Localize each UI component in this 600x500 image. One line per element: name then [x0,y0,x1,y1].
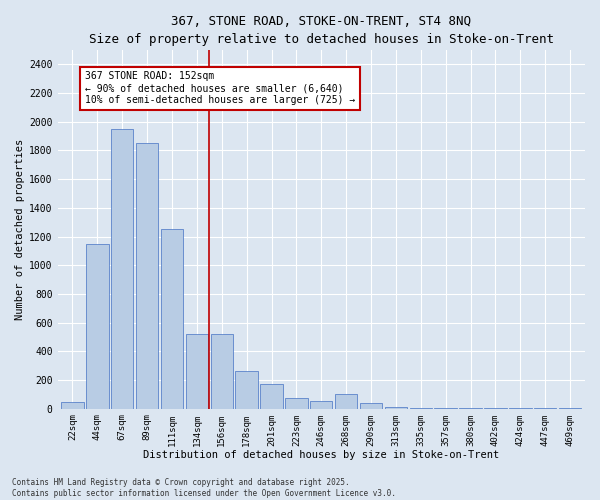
Bar [235,372,258,408]
Bar [161,230,183,408]
Text: 367 STONE ROAD: 152sqm
← 90% of detached houses are smaller (6,640)
10% of semi-: 367 STONE ROAD: 152sqm ← 90% of detached… [85,72,355,104]
Bar [260,384,283,408]
Bar [211,334,233,408]
X-axis label: Distribution of detached houses by size in Stoke-on-Trent: Distribution of detached houses by size … [143,450,499,460]
Bar [335,394,358,408]
Bar [136,143,158,408]
Y-axis label: Number of detached properties: Number of detached properties [15,138,25,320]
Text: Contains HM Land Registry data © Crown copyright and database right 2025.
Contai: Contains HM Land Registry data © Crown c… [12,478,396,498]
Bar [111,129,133,408]
Bar [285,398,308,408]
Bar [86,244,109,408]
Bar [360,403,382,408]
Title: 367, STONE ROAD, STOKE-ON-TRENT, ST4 8NQ
Size of property relative to detached h: 367, STONE ROAD, STOKE-ON-TRENT, ST4 8NQ… [89,15,554,46]
Bar [61,402,83,408]
Bar [310,401,332,408]
Bar [185,334,208,408]
